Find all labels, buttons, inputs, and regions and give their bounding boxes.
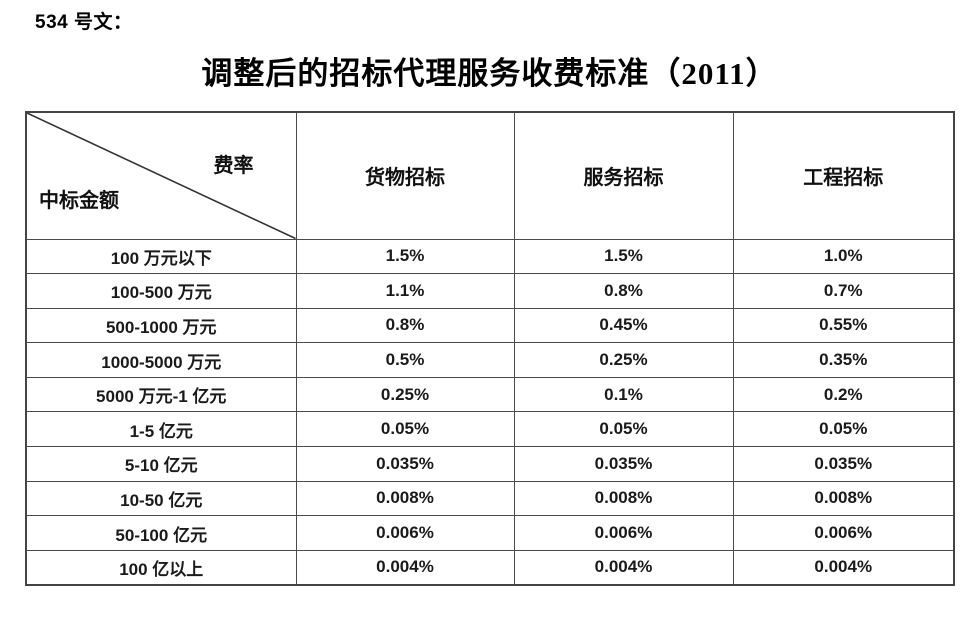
table-row: 1-5 亿元 0.05% 0.05% 0.05% <box>25 411 955 448</box>
rate-cell: 0.05% <box>513 411 734 448</box>
rate-cell: 0.1% <box>513 376 734 413</box>
table-row: 100 亿以上 0.004% 0.004% 0.004% <box>25 549 955 586</box>
row-label: 50-100 亿元 <box>25 515 297 551</box>
row-label: 10-50 亿元 <box>25 480 297 517</box>
corner-label-fee-rate: 费率 <box>213 155 254 177</box>
row-label: 1000-5000 万元 <box>25 342 297 378</box>
rate-cell: 0.05% <box>732 411 955 448</box>
table-row: 10-50 亿元 0.008% 0.008% 0.008% <box>25 480 955 517</box>
rate-cell: 0.035% <box>732 446 955 482</box>
rate-cell: 0.035% <box>513 446 734 482</box>
rate-cell: 0.55% <box>732 307 955 344</box>
row-label: 5000 万元-1 亿元 <box>25 376 297 413</box>
table-row: 100-500 万元 1.1% 0.8% 0.7% <box>25 273 955 309</box>
rate-cell: 0.004% <box>732 549 955 586</box>
rate-cell: 0.006% <box>295 515 515 551</box>
rate-cell: 0.7% <box>732 273 955 309</box>
row-label: 100 亿以上 <box>25 549 297 586</box>
rate-cell: 0.008% <box>295 480 515 517</box>
rate-cell: 0.004% <box>295 549 515 586</box>
rate-cell: 1.5% <box>513 238 734 275</box>
rate-cell: 1.1% <box>295 273 515 309</box>
rate-cell: 1.0% <box>732 238 955 275</box>
table-row: 100 万元以下 1.5% 1.5% 1.0% <box>25 238 955 275</box>
rate-cell: 0.035% <box>295 446 515 482</box>
row-label: 100-500 万元 <box>25 273 297 309</box>
column-header-engineering-tender: 工程招标 <box>732 111 955 240</box>
table-row: 50-100 亿元 0.006% 0.006% 0.006% <box>25 515 955 551</box>
rate-cell: 1.5% <box>295 238 515 275</box>
row-label: 1-5 亿元 <box>25 411 297 448</box>
rate-cell: 0.8% <box>513 273 734 309</box>
diagonal-header-cell: 费率 中标金额 <box>25 111 297 240</box>
column-header-goods-tender: 货物招标 <box>295 111 515 240</box>
corner-label-bid-amount: 中标金额 <box>39 189 119 212</box>
rate-cell: 0.006% <box>732 515 955 551</box>
table-row: 5-10 亿元 0.035% 0.035% 0.035% <box>25 446 955 482</box>
table-row: 1000-5000 万元 0.5% 0.25% 0.35% <box>25 342 955 378</box>
row-label: 5-10 亿元 <box>25 446 297 482</box>
rate-cell: 0.8% <box>295 307 515 344</box>
fee-rate-table: 费率 中标金额 货物招标 服务招标 工程招标 100 万元以下 1.5% 1.5… <box>25 111 955 586</box>
page-title: 调整后的招标代理服务收费标准（2011） <box>201 56 778 91</box>
rate-cell: 0.45% <box>513 307 734 344</box>
rate-cell: 0.25% <box>295 376 515 413</box>
rate-cell: 0.35% <box>732 342 955 378</box>
row-label: 100 万元以下 <box>25 238 297 275</box>
rate-cell: 0.5% <box>295 342 515 378</box>
table-row: 5000 万元-1 亿元 0.25% 0.1% 0.2% <box>25 376 955 413</box>
rate-cell: 0.2% <box>732 376 955 413</box>
doc-number-label: 534 号文： <box>35 12 133 33</box>
column-header-service-tender: 服务招标 <box>513 111 734 240</box>
table-row: 500-1000 万元 0.8% 0.45% 0.55% <box>25 307 955 344</box>
rate-cell: 0.004% <box>513 549 734 586</box>
rate-cell: 0.25% <box>513 342 734 378</box>
rate-cell: 0.006% <box>513 515 734 551</box>
rate-cell: 0.008% <box>513 480 734 517</box>
header-row: 费率 中标金额 货物招标 服务招标 工程招标 <box>25 111 955 240</box>
row-label: 500-1000 万元 <box>25 307 297 344</box>
rate-cell: 0.05% <box>295 411 515 448</box>
diagonal-divider-line <box>27 113 295 238</box>
rate-cell: 0.008% <box>732 480 955 517</box>
